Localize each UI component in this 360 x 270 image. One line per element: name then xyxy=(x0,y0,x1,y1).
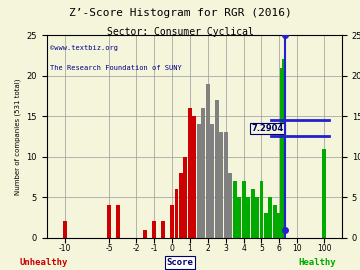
Bar xyxy=(143,230,147,238)
Bar xyxy=(152,221,156,238)
Text: Healthy: Healthy xyxy=(298,258,336,267)
Bar xyxy=(237,197,241,238)
Bar xyxy=(63,221,67,238)
Bar xyxy=(273,205,277,238)
Text: Sector: Consumer Cyclical: Sector: Consumer Cyclical xyxy=(107,27,253,37)
Bar xyxy=(264,213,268,238)
Bar xyxy=(206,84,210,238)
Bar xyxy=(210,124,214,238)
Bar xyxy=(175,189,179,238)
Y-axis label: Number of companies (531 total): Number of companies (531 total) xyxy=(14,78,21,195)
Bar xyxy=(255,197,259,238)
Bar xyxy=(179,173,183,238)
Bar xyxy=(197,124,201,238)
Bar xyxy=(188,108,192,238)
Bar xyxy=(260,181,264,238)
Text: The Research Foundation of SUNY: The Research Foundation of SUNY xyxy=(50,65,181,72)
Text: ©www.textbiz.org: ©www.textbiz.org xyxy=(50,45,118,51)
Bar xyxy=(269,197,273,238)
Text: Score: Score xyxy=(167,258,193,267)
Bar xyxy=(282,59,286,238)
Bar xyxy=(322,148,326,238)
Text: Z’-Score Histogram for RGR (2016): Z’-Score Histogram for RGR (2016) xyxy=(69,8,291,18)
Bar xyxy=(184,157,188,238)
Bar xyxy=(224,132,228,238)
Bar xyxy=(219,132,223,238)
Bar xyxy=(233,181,237,238)
Bar xyxy=(278,213,282,238)
Bar xyxy=(201,108,205,238)
Bar xyxy=(280,68,284,238)
Bar xyxy=(228,173,232,238)
Text: Unhealthy: Unhealthy xyxy=(19,258,67,267)
Bar xyxy=(116,205,120,238)
Bar xyxy=(161,221,165,238)
Bar xyxy=(251,189,255,238)
Bar xyxy=(246,197,250,238)
Bar xyxy=(215,100,219,238)
Bar xyxy=(107,205,111,238)
Bar xyxy=(242,181,246,238)
Text: 7.2904: 7.2904 xyxy=(251,124,283,133)
Bar xyxy=(193,116,196,238)
Bar xyxy=(170,205,174,238)
